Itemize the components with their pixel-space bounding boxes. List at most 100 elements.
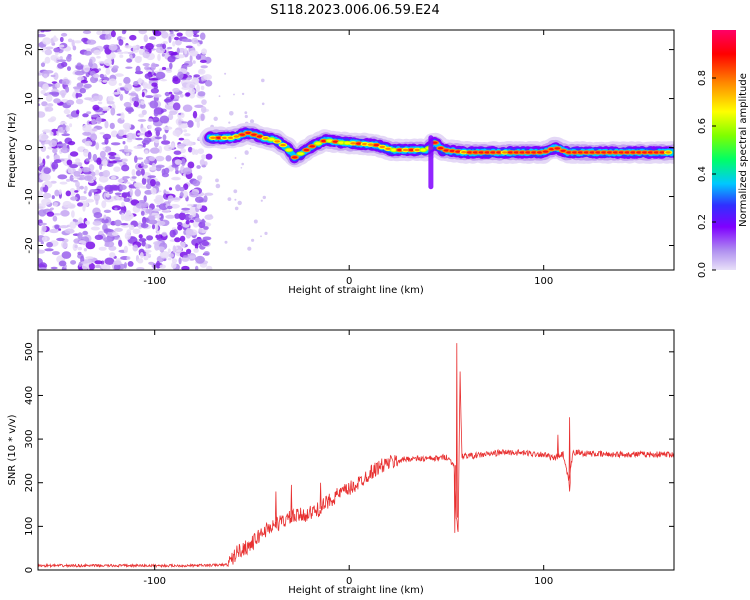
ridge-core [496, 151, 502, 154]
noise-blob [122, 122, 132, 130]
noise-blob [53, 159, 62, 164]
noise-blob [152, 94, 162, 98]
noise-speck [241, 162, 244, 166]
ridge-core [286, 148, 292, 152]
noise-blob [196, 203, 202, 210]
noise-blob [143, 255, 149, 261]
noise-blob [106, 222, 111, 226]
noise-blob [104, 34, 112, 40]
noise-blob [83, 37, 88, 41]
noise-blob [109, 122, 115, 130]
noise-blob [102, 159, 108, 167]
noise-blob [108, 78, 117, 86]
noise-blob [199, 59, 207, 64]
noise-blob [116, 196, 125, 201]
noise-blob [123, 197, 131, 202]
noise-blob [180, 148, 187, 154]
noise-blob [87, 262, 96, 270]
ridge-core [659, 151, 666, 154]
noise-blob [135, 93, 139, 102]
ridge-core [595, 151, 601, 154]
noise-blob [180, 112, 185, 118]
noise-blob [80, 261, 88, 264]
ridge-core [653, 151, 660, 154]
noise-blob [181, 256, 189, 262]
noise-blob [143, 34, 148, 43]
noise-blob [94, 264, 102, 269]
noise-blob [142, 63, 150, 67]
ridge-core [449, 149, 456, 153]
noise-blob [59, 121, 67, 125]
noise-blob [43, 73, 48, 79]
ridge-core [227, 136, 234, 139]
ridge-core [245, 131, 251, 135]
noise-blob [154, 139, 160, 144]
noise-speck [249, 147, 252, 150]
noise-speck [234, 198, 237, 201]
noise-speck [209, 214, 213, 217]
noise-blob [59, 36, 64, 43]
noise-blob [176, 47, 180, 54]
ridge-core [280, 143, 286, 147]
noise-blob [85, 241, 96, 250]
noise-blob [191, 77, 200, 83]
ridge-core [618, 151, 625, 154]
noise-blob [181, 210, 190, 214]
noise-blob [162, 43, 167, 50]
noise-speck [233, 93, 235, 96]
noise-blob [150, 88, 159, 94]
noise-blob [147, 118, 153, 122]
noise-speck [247, 246, 252, 251]
noise-blob [131, 176, 137, 179]
noise-blob [59, 90, 67, 96]
noise-blob [89, 189, 98, 193]
noise-blob [184, 47, 188, 55]
noise-blob [200, 113, 205, 121]
noise-blob [180, 241, 186, 248]
noise-blob [178, 119, 182, 126]
noise-blob [63, 108, 71, 115]
noise-blob [133, 100, 139, 108]
noise-blob [83, 50, 93, 56]
spectrogram-ylabel: Frequency (Hz) [7, 112, 18, 188]
ridge-core [379, 145, 386, 149]
noise-speck [224, 240, 228, 244]
noise-blob [108, 160, 118, 164]
ridge-core [589, 151, 596, 154]
noise-blob [147, 175, 156, 179]
noise-blob [148, 36, 156, 40]
ridge-core [356, 142, 362, 145]
noise-blob [51, 81, 58, 84]
noise-blob [137, 258, 144, 264]
noise-blob [175, 184, 181, 192]
ridge-core [344, 141, 351, 145]
noise-blob [69, 123, 73, 128]
noise-blob [175, 54, 186, 59]
noise-blob [154, 136, 162, 140]
noise-blob [123, 149, 133, 153]
ridge-core [437, 147, 444, 150]
noise-blob [54, 189, 60, 197]
noise-blob [99, 132, 105, 135]
ridge-core [502, 151, 508, 154]
noise-blob [178, 212, 186, 221]
noise-blob [125, 66, 133, 69]
noise-blob [83, 83, 92, 89]
noise-blob [67, 141, 76, 146]
noise-blob [46, 241, 53, 248]
noise-blob [161, 66, 167, 71]
noise-blob [202, 236, 212, 241]
noise-blob [74, 70, 85, 76]
noise-blob [192, 110, 198, 119]
noise-blob [38, 267, 48, 270]
noise-blob [170, 94, 175, 100]
noise-blob [155, 71, 166, 80]
noise-blob [120, 112, 125, 121]
spectrogram-noise [38, 30, 268, 270]
noise-blob [167, 46, 173, 50]
noise-blob [145, 42, 154, 51]
noise-blob [141, 109, 147, 116]
noise-blob [174, 213, 181, 219]
noise-blob [167, 195, 174, 202]
noise-blob [121, 201, 125, 207]
